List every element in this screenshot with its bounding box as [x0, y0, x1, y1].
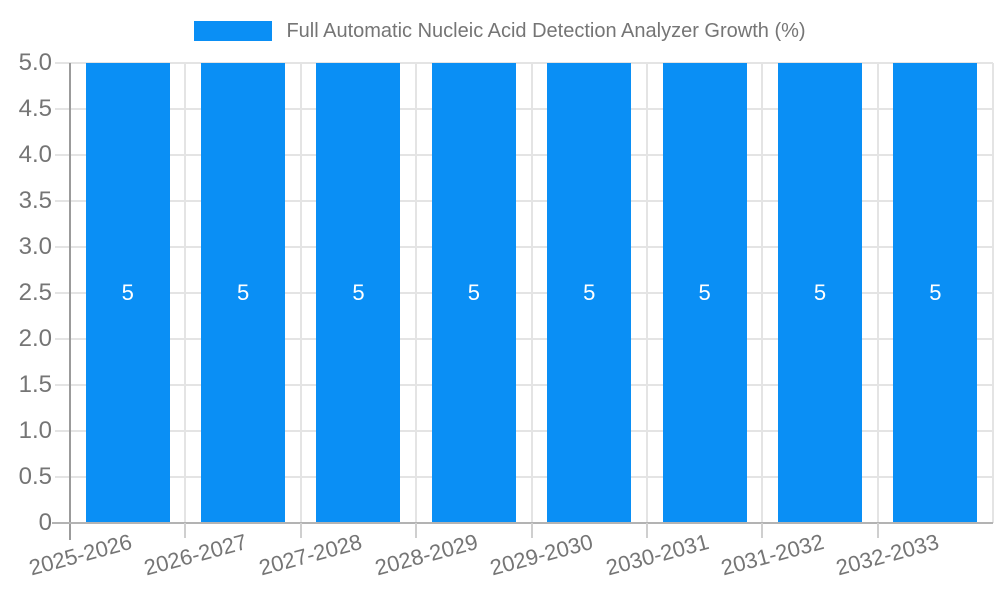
y-tick-label: 3.5: [18, 187, 52, 214]
gridline-vertical: [645, 63, 648, 523]
y-tick-label: 2.5: [18, 279, 52, 306]
bar: 5: [893, 63, 978, 523]
y-tick-label: 4.5: [18, 95, 52, 122]
bar: 5: [431, 63, 516, 523]
x-tick-mark: [761, 523, 764, 538]
gridline-vertical: [530, 63, 533, 523]
gridline-vertical: [184, 63, 187, 523]
gridline-horizontal: [55, 246, 993, 248]
bar-value-label: 5: [698, 280, 711, 305]
gridline-horizontal: [55, 62, 993, 64]
bar: 5: [662, 63, 747, 523]
gridline-vertical: [415, 63, 418, 523]
bar-value-label: 5: [813, 280, 827, 305]
gridline-horizontal: [55, 384, 993, 386]
x-tick-mark: [415, 523, 418, 538]
bar-value-label: 5: [236, 280, 250, 305]
y-tick-label: 3.0: [18, 233, 52, 260]
gridline-vertical: [992, 63, 994, 523]
y-tick-label: 0.5: [18, 463, 52, 490]
x-tick-mark: [530, 523, 533, 538]
bar: 5: [316, 63, 401, 523]
y-tick-label: 5.0: [18, 49, 52, 76]
y-axis-line: [69, 63, 71, 540]
x-axis-line: [52, 522, 993, 524]
x-tick-mark: [876, 523, 879, 538]
legend-label: Full Automatic Nucleic Acid Detection An…: [286, 19, 806, 42]
chart-legend: Full Automatic Nucleic Acid Detection An…: [0, 14, 1000, 48]
y-tick-label: 1.5: [18, 371, 52, 398]
bar-value-label: 5: [929, 280, 942, 305]
x-tick-mark: [299, 523, 302, 538]
x-tick-mark: [184, 523, 187, 538]
gridline-horizontal: [55, 200, 993, 202]
plot-area: 5 5 5 5 5 5 5 5: [55, 62, 994, 523]
gridline-vertical: [876, 63, 879, 523]
gridline-horizontal: [55, 338, 993, 340]
gridline-vertical: [299, 63, 302, 523]
bar: 5: [201, 63, 286, 523]
gridline-horizontal: [55, 430, 993, 432]
x-tick-mark: [645, 523, 648, 538]
bar-value-label: 5: [352, 280, 365, 305]
bar-value-label: 5: [583, 280, 596, 305]
bar: 5: [547, 63, 632, 523]
y-tick-label: 2.0: [18, 325, 52, 352]
gridline-vertical: [761, 63, 764, 523]
y-tick-label: 0: [38, 509, 52, 536]
legend-swatch: [194, 21, 273, 41]
y-tick-label: 1.0: [18, 417, 52, 444]
gridline-horizontal: [55, 154, 993, 156]
gridline-horizontal: [55, 292, 993, 294]
bar-value-label: 5: [121, 280, 134, 305]
bar-value-label: 5: [467, 280, 480, 305]
bar: 5: [777, 63, 862, 523]
gridline-horizontal: [55, 476, 993, 478]
gridline-horizontal: [55, 108, 993, 110]
bar: 5: [85, 63, 170, 523]
y-tick-label: 4.0: [18, 141, 52, 168]
